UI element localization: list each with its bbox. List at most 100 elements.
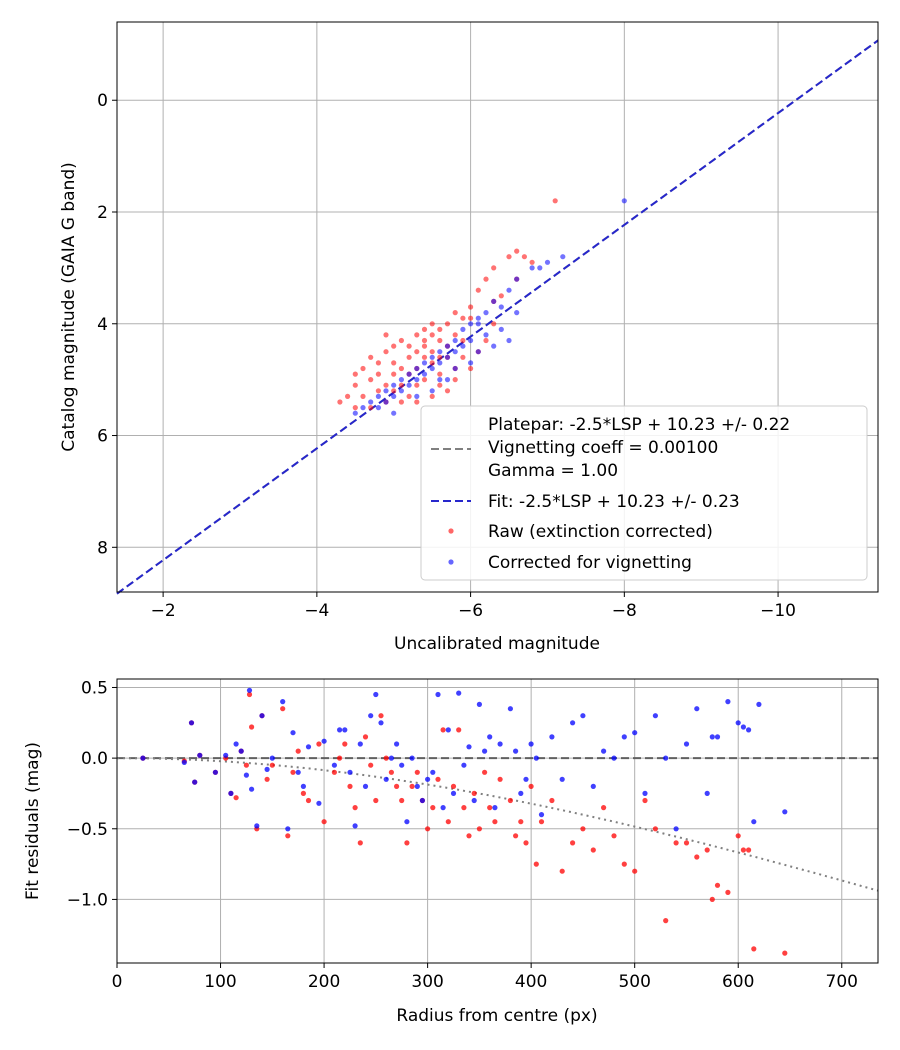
bottom-x-ticks: 0 100 200 300 400 500 600 700 (112, 963, 858, 992)
top-x-ticks: −2 −4 −6 −8 −10 (151, 592, 796, 621)
data-point (419, 797, 425, 804)
data-point (725, 699, 731, 705)
data-point (673, 826, 679, 832)
y-tick-label: 8 (97, 538, 108, 558)
data-point (725, 889, 731, 896)
data-point (368, 377, 374, 383)
x-tick-label: 500 (618, 972, 650, 992)
data-point (425, 776, 431, 782)
data-point (223, 752, 229, 758)
data-point (337, 755, 343, 761)
legend-platepar-label: Platepar: -2.5*LSP + 10.23 +/- 0.22 Vign… (488, 415, 796, 481)
data-point (483, 332, 489, 338)
data-point (398, 337, 404, 344)
data-point (468, 360, 474, 366)
y-tick-label: 0.0 (81, 749, 108, 769)
data-point (475, 287, 481, 293)
data-point (429, 365, 435, 372)
data-point (300, 783, 306, 790)
data-point (440, 727, 446, 733)
data-point (521, 254, 528, 260)
data-point (456, 690, 462, 696)
data-point (740, 847, 747, 853)
data-point (421, 343, 428, 349)
data-point (498, 293, 504, 299)
data-point (360, 393, 366, 399)
data-point (523, 840, 529, 846)
data-point (491, 265, 497, 271)
fit-line (116, 39, 879, 595)
data-point (391, 360, 397, 366)
data-point (430, 805, 436, 811)
data-point (421, 326, 428, 332)
data-point (285, 826, 291, 832)
data-point (249, 724, 255, 730)
data-point (482, 748, 488, 754)
data-point (246, 687, 253, 693)
data-point (468, 365, 474, 372)
data-point (518, 790, 524, 797)
data-point (378, 713, 384, 719)
data-point (498, 326, 504, 332)
data-point (233, 795, 239, 801)
x-tick-label: 300 (411, 972, 443, 992)
data-point (632, 730, 638, 736)
data-point (506, 337, 512, 344)
data-point (642, 790, 648, 797)
x-tick-label: 700 (826, 972, 858, 992)
data-point (383, 332, 389, 338)
data-point (414, 393, 420, 399)
x-tick-label: 600 (722, 972, 754, 992)
data-point (295, 748, 301, 754)
data-point (357, 840, 363, 846)
data-point (305, 797, 312, 804)
data-point (414, 349, 420, 355)
data-point (414, 783, 420, 790)
data-point (483, 337, 489, 344)
data-point (399, 762, 405, 768)
data-point (514, 310, 520, 316)
top-data-points (337, 198, 627, 416)
data-point (475, 321, 481, 327)
x-tick-label: −6 (458, 601, 483, 621)
data-point (714, 882, 721, 888)
data-point (360, 365, 366, 372)
data-point (399, 797, 405, 804)
data-point (429, 349, 435, 355)
top-plot-frame (116, 21, 879, 593)
data-point (188, 720, 195, 726)
x-tick-label: −2 (151, 601, 176, 621)
data-point (513, 833, 519, 839)
data-point (735, 720, 741, 726)
bottom-reference-lines (117, 757, 879, 892)
data-point (782, 950, 788, 956)
data-point (362, 783, 369, 790)
x-tick-label: 200 (308, 972, 340, 992)
data-point (388, 755, 394, 761)
data-point (383, 755, 389, 761)
data-point (642, 797, 648, 804)
data-point (233, 741, 239, 747)
data-point (437, 382, 443, 388)
data-point (491, 298, 497, 304)
data-point (709, 734, 715, 740)
data-point (398, 365, 404, 372)
data-point (345, 393, 351, 399)
data-point (460, 343, 466, 349)
data-point (368, 405, 374, 411)
data-point (212, 769, 218, 775)
data-point (468, 321, 474, 327)
data-point (375, 405, 381, 411)
data-point (580, 826, 586, 832)
bottom-y-axis-label: Fit residuals (mag) (23, 742, 43, 900)
data-point (368, 399, 374, 405)
data-point (751, 946, 757, 952)
data-point (316, 741, 322, 747)
data-point (544, 259, 551, 265)
data-point (492, 805, 498, 811)
top-x-axis-label: Uncalibrated magnitude (394, 634, 600, 654)
data-point (409, 755, 415, 761)
legend-box (420, 405, 868, 581)
data-point (437, 354, 443, 360)
data-point (437, 371, 443, 377)
